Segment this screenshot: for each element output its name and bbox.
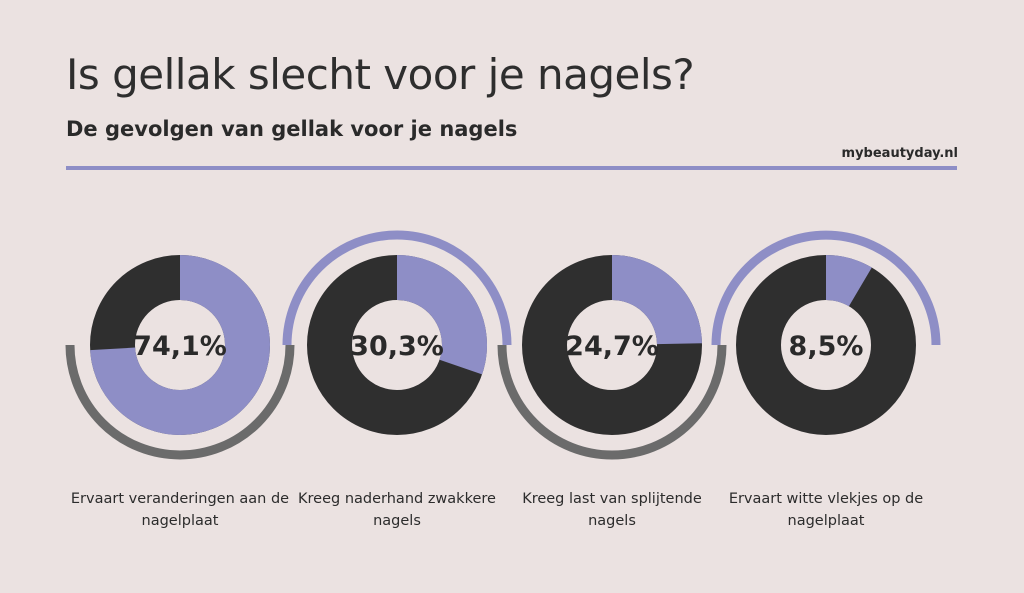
- donut-value-label-2: 30,3%: [350, 331, 444, 362]
- donut-value-label-1: 74,1%: [133, 331, 227, 362]
- page-title: Is gellak slecht voor je nagels?: [66, 50, 695, 99]
- donut-decor-arc-3: [497, 344, 727, 460]
- donut-1: 74,1%: [65, 255, 295, 460]
- donut-2: 30,3%: [282, 230, 512, 435]
- brand-label: mybeautyday.nl: [841, 146, 958, 161]
- donut-decor-arc-2: [282, 230, 512, 346]
- donut-caption-4: Ervaart witte vlekjes op de nagelplaat: [728, 491, 924, 529]
- donut-value-label-4: 8,5%: [789, 331, 864, 362]
- donut-caption-2: Kreeg naderhand zwakkere nagels: [298, 491, 496, 529]
- header-divider: [66, 166, 957, 170]
- donut-decor-arc-1: [65, 344, 295, 460]
- page-subtitle: De gevolgen van gellak voor je nagels: [66, 117, 518, 141]
- donut-segment-4: [825, 255, 872, 307]
- donut-value-label-3: 24,7%: [565, 331, 659, 362]
- donut-segment-2: [395, 255, 487, 375]
- donut-caption-3: Kreeg last van splijtende nagels: [522, 491, 702, 529]
- donut-3: 24,7%: [497, 255, 727, 460]
- donut-caption-1: Ervaart veranderingen aan de nagelplaat: [70, 491, 290, 529]
- donut-decor-arc-4: [711, 230, 941, 346]
- donut-segment-1: [90, 255, 270, 435]
- donut-4: 8,5%: [711, 230, 941, 435]
- donut-segment-3: [610, 255, 702, 346]
